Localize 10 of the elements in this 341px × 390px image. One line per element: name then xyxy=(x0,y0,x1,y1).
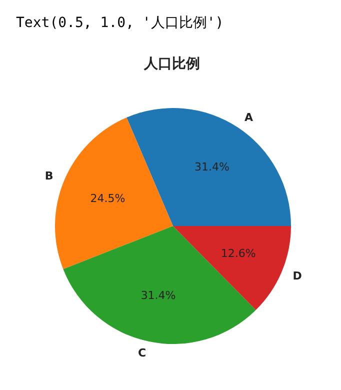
data-label: 12.6% xyxy=(220,246,256,260)
slice-label: C xyxy=(138,346,146,360)
data-label: 24.5% xyxy=(90,192,126,206)
data-label: 31.4% xyxy=(140,288,176,302)
slice-label: A xyxy=(244,111,254,124)
text: Text(0.5, 1.0, '人口比例') xyxy=(16,15,224,31)
data-label: 31.4% xyxy=(194,160,230,174)
slice-label: D xyxy=(292,270,302,283)
slice-label: B xyxy=(44,169,54,182)
chart-title: 人口比例 xyxy=(143,56,200,72)
